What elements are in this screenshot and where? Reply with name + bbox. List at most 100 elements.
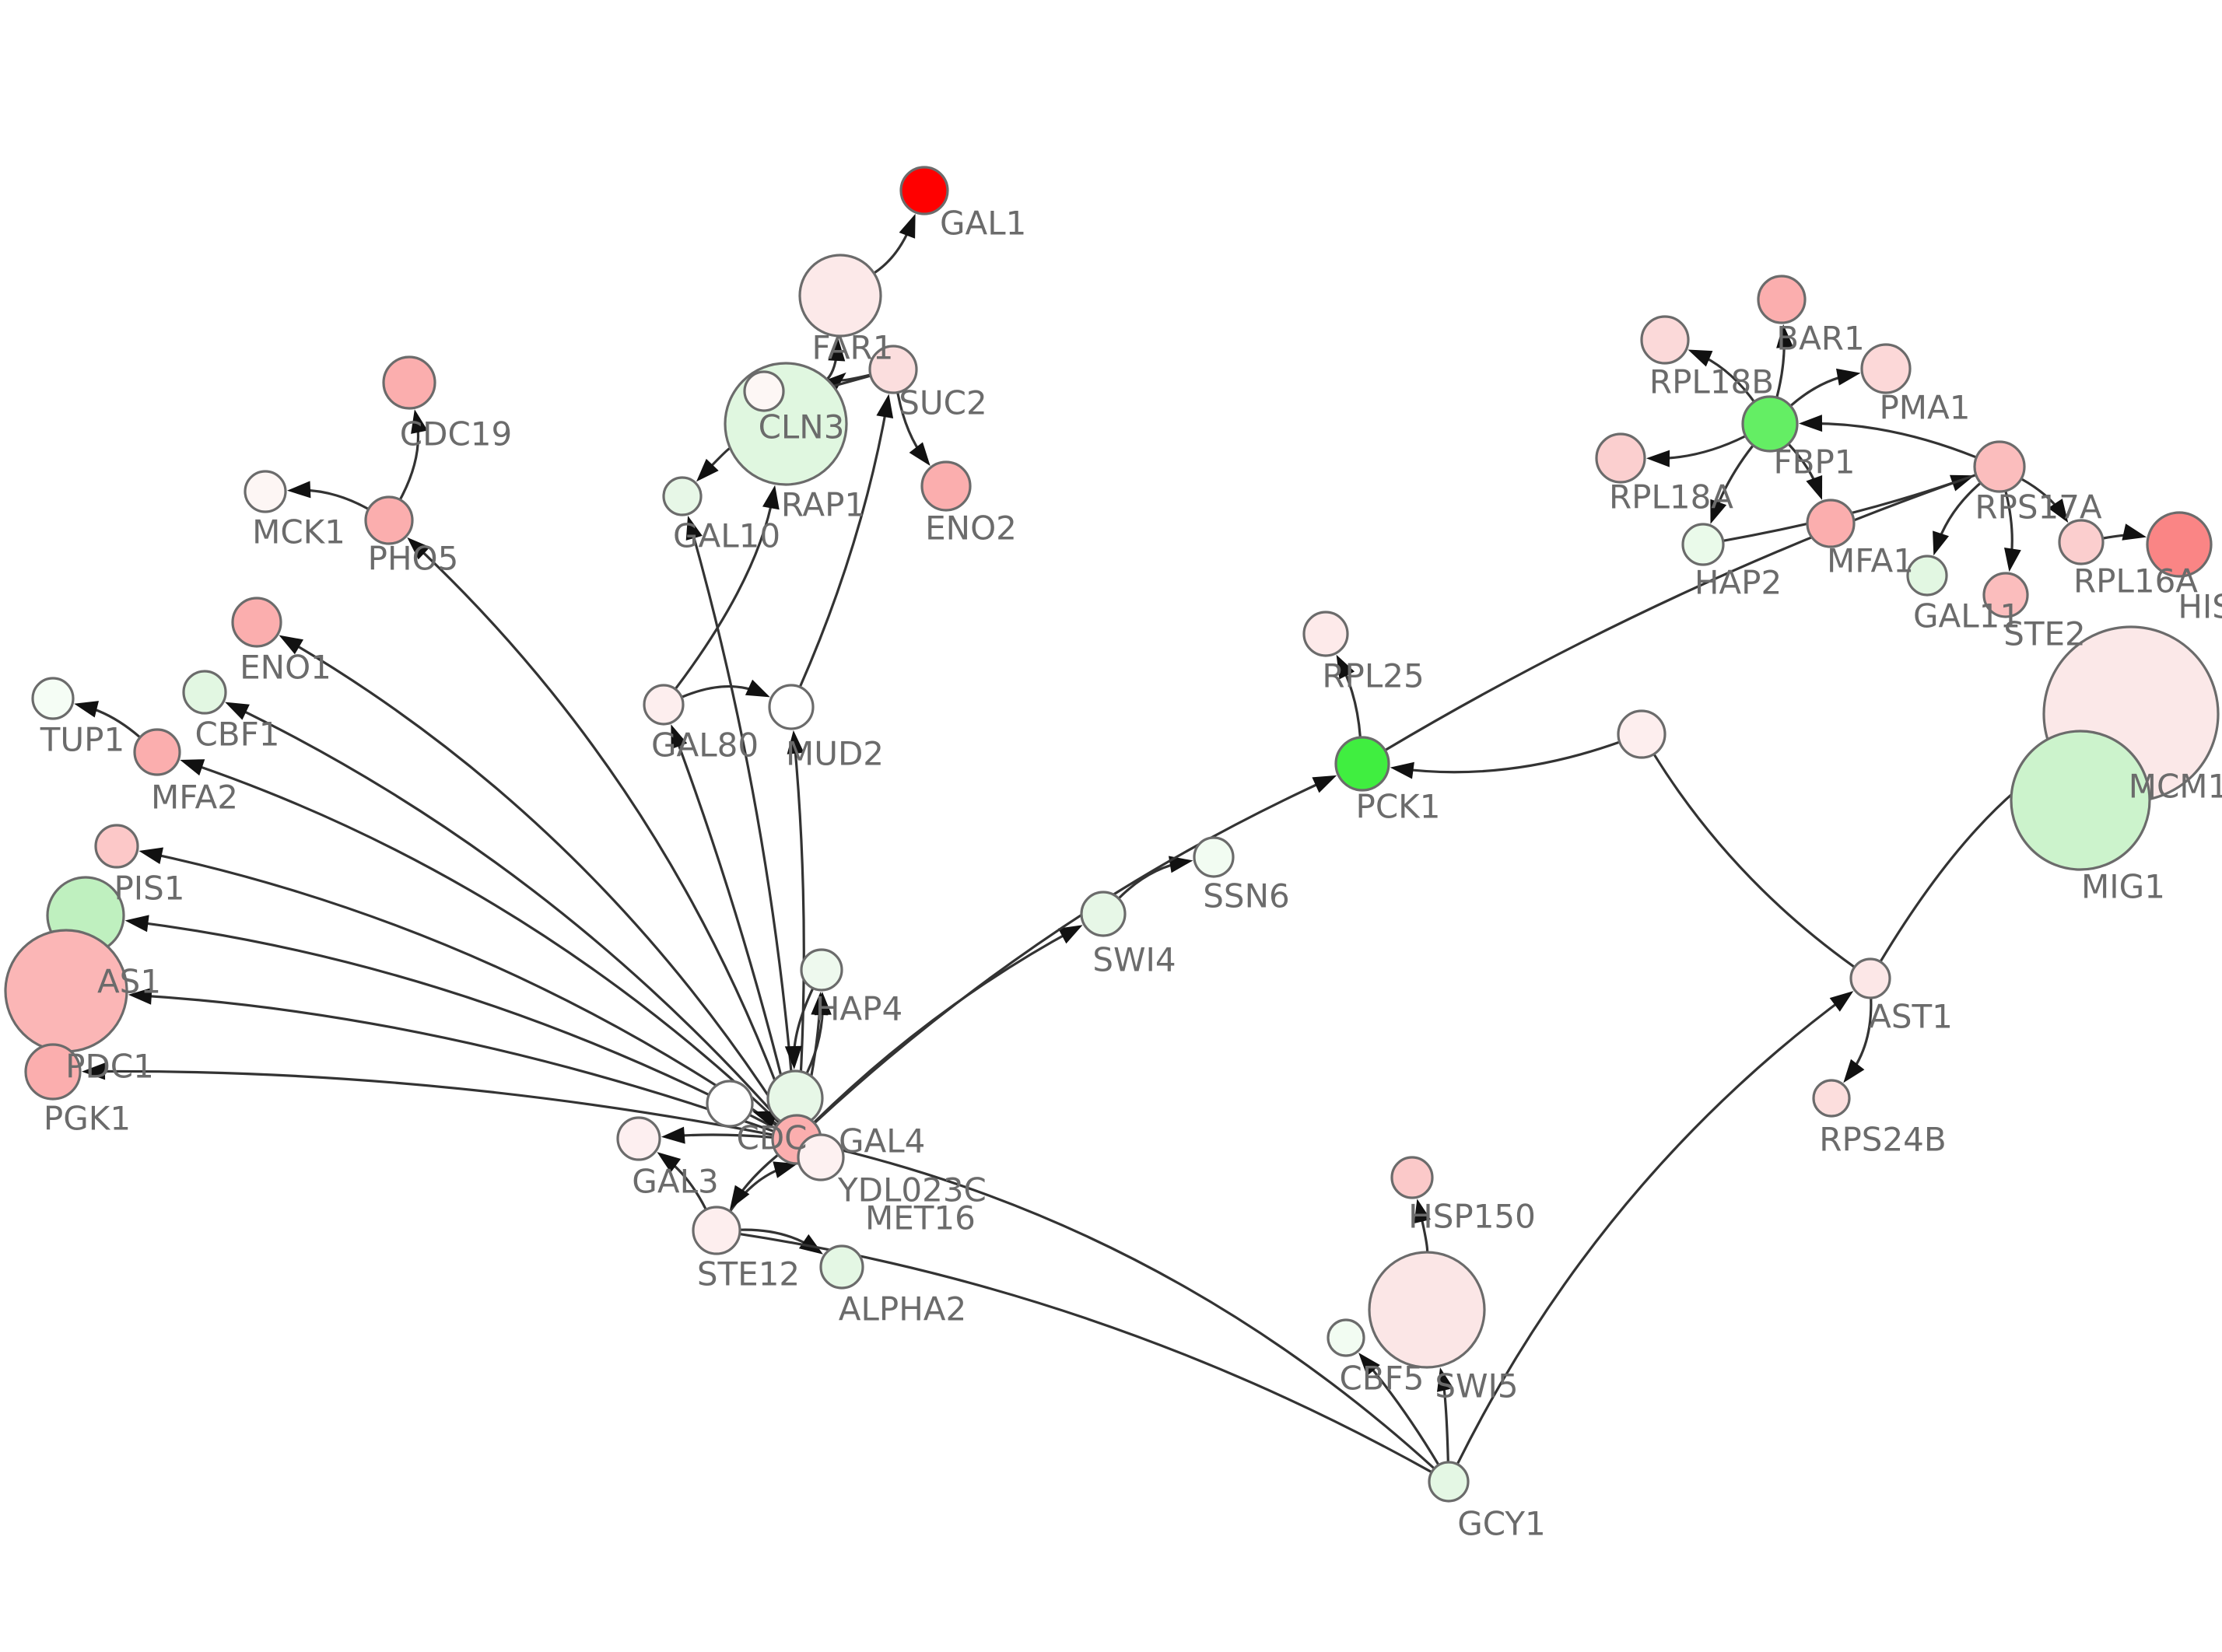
node-ydl023c[interactable]	[797, 1133, 845, 1181]
node-ast1[interactable]	[1849, 957, 1891, 999]
arrowhead-icon	[82, 1062, 106, 1080]
arrowhead-icon	[124, 915, 149, 933]
node-cbf5[interactable]	[1327, 1318, 1365, 1357]
node-suc2[interactable]	[868, 345, 918, 394]
node-mck1[interactable]	[244, 470, 287, 513]
node-gal11[interactable]	[1906, 555, 1948, 597]
node-label-cdcx: CDC	[737, 1119, 808, 1157]
node-gcy1[interactable]	[1428, 1461, 1470, 1503]
arrowhead-icon	[899, 213, 916, 239]
node-pgk1[interactable]	[24, 1043, 82, 1101]
node-swi5[interactable]	[1368, 1251, 1486, 1369]
node-gal10[interactable]	[662, 476, 703, 516]
node-label-hap2: HAP2	[1695, 564, 1782, 602]
node-alpha2[interactable]	[819, 1244, 864, 1290]
node-pis1[interactable]	[94, 824, 139, 869]
node-label-ste2: STE2	[2003, 615, 2086, 653]
arrowhead-icon	[1799, 415, 1823, 432]
node-rpl18a[interactable]	[1595, 432, 1646, 484]
node-eno2[interactable]	[920, 460, 972, 512]
node-cdcx[interactable]	[706, 1080, 754, 1128]
edges-layer	[74, 213, 2147, 1473]
node-label-eno1: ENO1	[240, 649, 331, 687]
node-mfa1[interactable]	[1806, 499, 1856, 548]
edge-gal4-to-pis1	[146, 851, 777, 1127]
edge-gal4-to-pgk1	[89, 1069, 773, 1136]
node-label-pdc1: PDC1	[65, 1048, 154, 1086]
edge-gal4-to-eno1	[286, 638, 785, 1119]
node-mig1[interactable]	[2010, 730, 2151, 871]
edge-gal4-to-gcy1	[820, 1143, 1435, 1469]
node-rpl18b[interactable]	[1640, 315, 1690, 365]
node-label-gal80: GAL80	[651, 726, 759, 765]
arrowhead-icon	[1336, 654, 1355, 680]
node-pho5[interactable]	[364, 495, 414, 545]
arrowhead-icon	[762, 485, 780, 510]
arrowhead-icon	[138, 847, 163, 864]
node-nodea[interactable]	[1617, 709, 1666, 759]
arrowhead-icon	[798, 1234, 823, 1255]
node-cln3[interactable]	[743, 370, 785, 412]
node-mud2[interactable]	[768, 684, 815, 730]
arrowhead-icon	[1776, 324, 1793, 348]
edge-nodea-to-ast1	[1652, 754, 1855, 968]
arrowhead-icon	[811, 992, 829, 1016]
node-label-pho5: PHO5	[368, 540, 459, 578]
node-label-gcy1: GCY1	[1457, 1505, 1546, 1543]
node-ssn6[interactable]	[1193, 836, 1235, 878]
arrowhead-icon	[752, 1111, 778, 1128]
arrowhead-icon	[730, 1185, 750, 1209]
arrowhead-icon	[407, 537, 430, 560]
node-label-mfa1: MFA1	[1827, 542, 1914, 580]
node-tup1[interactable]	[31, 677, 75, 720]
arrowhead-icon	[685, 516, 703, 541]
edge-pck1-to-rps17a	[1385, 474, 1976, 751]
arrowhead-icon	[671, 724, 688, 750]
node-rps24b[interactable]	[1812, 1079, 1851, 1118]
arrowhead-icon	[1710, 499, 1727, 524]
node-rpl25[interactable]	[1302, 611, 1349, 657]
node-label-far1: FAR1	[812, 329, 894, 367]
node-rps17a[interactable]	[1973, 440, 2026, 493]
node-label-swi4: SWI4	[1092, 941, 1176, 979]
node-his4[interactable]	[2146, 511, 2213, 578]
node-label-cbf1: CBF1	[195, 716, 279, 754]
node-hap2[interactable]	[1681, 523, 1725, 566]
arrowhead-icon	[1646, 450, 1670, 467]
arrowhead-icon	[657, 1152, 682, 1173]
node-gal1[interactable]	[899, 166, 949, 215]
node-label-rpl25: RPL25	[1322, 657, 1424, 695]
node-hsp150[interactable]	[1390, 1156, 1434, 1199]
node-fbp1[interactable]	[1741, 395, 1799, 453]
edge-gal4-to-pck1	[814, 778, 1330, 1124]
node-ste2[interactable]	[1982, 572, 2029, 618]
node-label-pgk1: PGK1	[44, 1100, 131, 1138]
node-cdc19[interactable]	[382, 355, 436, 410]
node-ste12[interactable]	[692, 1206, 741, 1255]
arrowhead-icon	[1390, 761, 1414, 779]
node-pck1[interactable]	[1334, 736, 1390, 792]
node-rpl16a[interactable]	[2058, 519, 2105, 565]
edge-gal4-to-pdc1	[136, 994, 774, 1132]
node-cbf1[interactable]	[182, 670, 227, 715]
arrowhead-icon	[411, 409, 428, 434]
edge-gal4-to-cbf1	[232, 704, 781, 1122]
node-pma1[interactable]	[1860, 343, 1912, 394]
node-label-mig1: MIG1	[2081, 868, 2165, 906]
arrowhead-icon	[1836, 368, 1861, 386]
node-label-pma1: PMA1	[1879, 389, 1970, 427]
node-far1[interactable]	[798, 254, 882, 338]
edge-gal80-to-rap1	[675, 493, 775, 690]
node-label-rpl18a: RPL18A	[1609, 478, 1733, 516]
node-gal80[interactable]	[643, 684, 685, 726]
node-mfa2[interactable]	[133, 728, 181, 776]
node-hap4[interactable]	[800, 948, 843, 992]
node-swi4[interactable]	[1080, 891, 1127, 937]
node-gal3[interactable]	[616, 1116, 661, 1161]
node-label-suc2: SUC2	[899, 384, 987, 422]
node-eno1[interactable]	[231, 597, 282, 648]
arrowhead-icon	[696, 458, 719, 482]
node-bar1[interactable]	[1757, 275, 1807, 324]
